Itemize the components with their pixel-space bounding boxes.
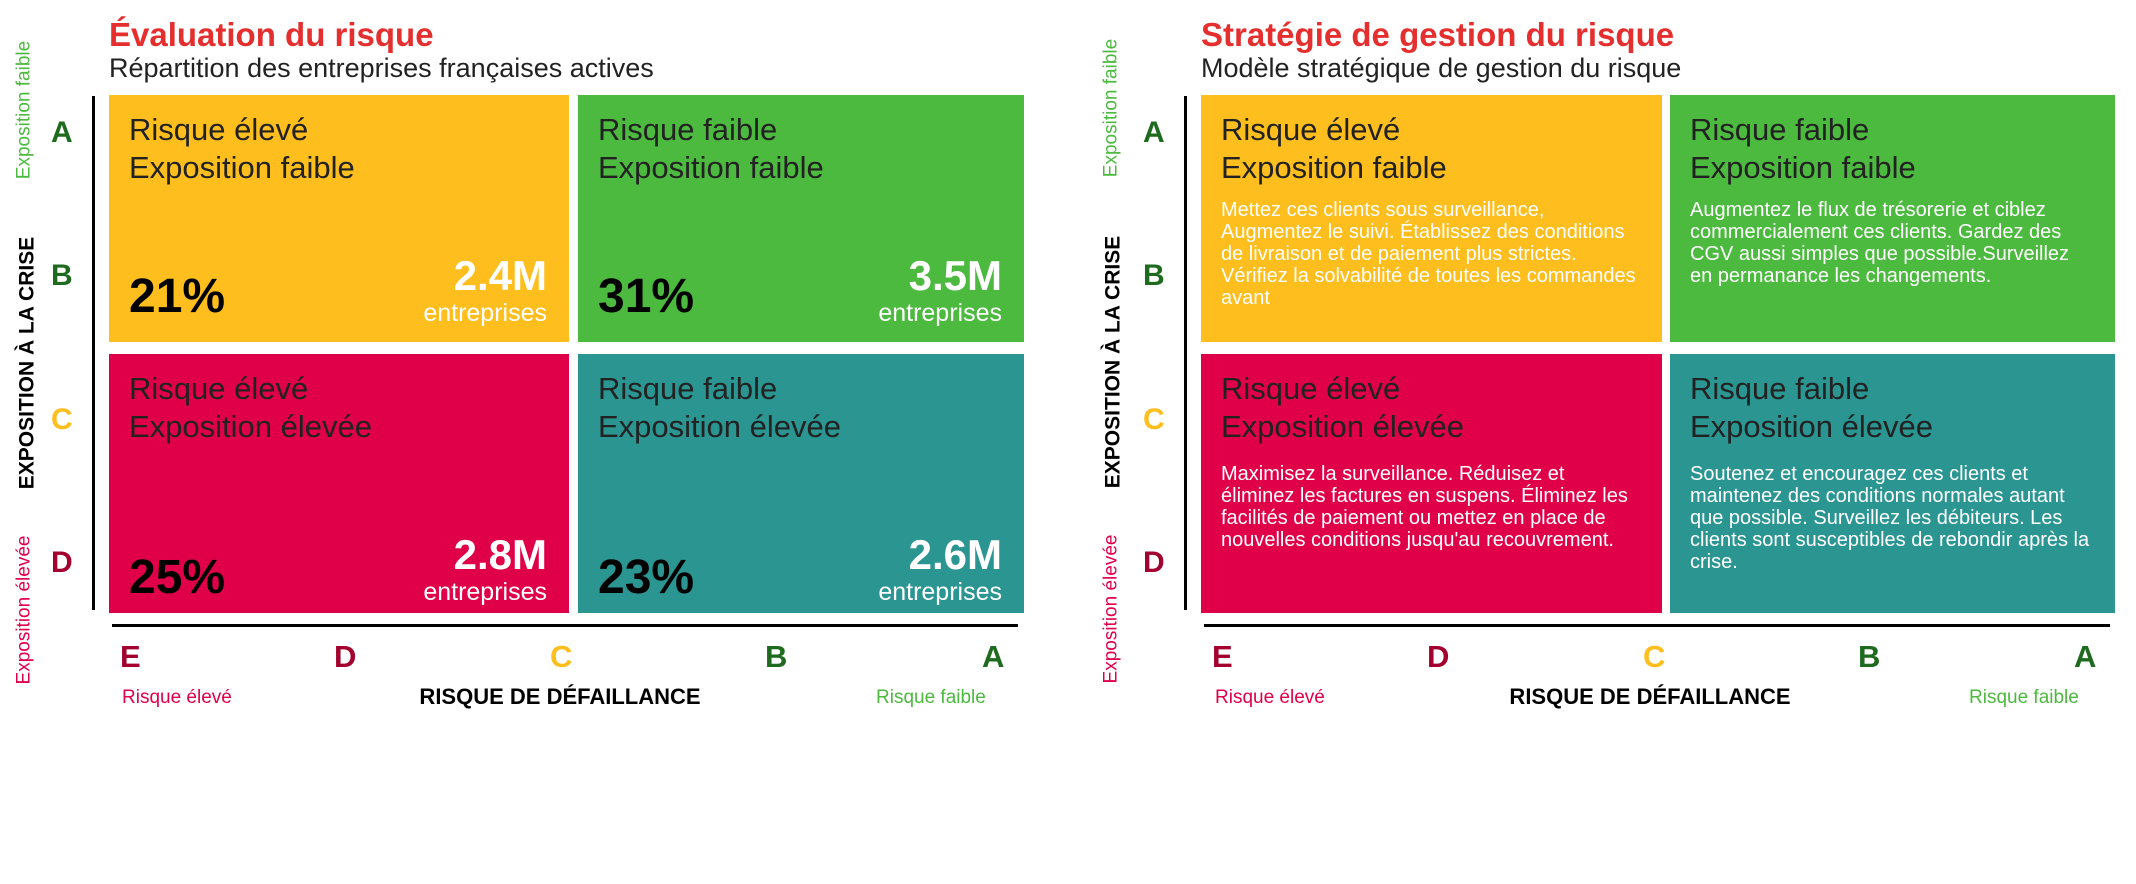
right-column-label-c: C	[1643, 639, 1666, 674]
left-y-axis-title: EXPOSITION À LA CRISE	[15, 236, 39, 490]
quadrant-count: 3.5M entreprises	[878, 255, 1002, 326]
quadrant-title-line1: Risque faible	[598, 112, 778, 147]
right-panel-title: Stratégie de gestion du risque	[1201, 16, 1675, 53]
left-column-label-c: C	[550, 639, 573, 674]
quadrant-title-line1: Risque faible	[1690, 371, 1870, 406]
quadrant-title: Risque faible Exposition faible	[598, 111, 824, 187]
left-y-axis-top-label: Exposition faible	[13, 40, 35, 180]
left-x-axis-line	[112, 624, 1018, 627]
left-quadrant-low-risk-low-exposure: Risque faible Exposition faible 31% 3.5M…	[578, 95, 1024, 342]
quadrant-title-line1: Risque faible	[598, 371, 778, 406]
left-row-label-a: A	[51, 116, 73, 149]
quadrant-title-line1: Risque élevé	[129, 112, 309, 147]
left-row-label-d: D	[51, 546, 73, 579]
left-x-axis-left-label: Risque élevé	[122, 687, 232, 708]
left-y-axis-bottom-label: Exposition élevée	[13, 535, 35, 685]
left-row-label-c: C	[51, 403, 73, 436]
right-column-label-d: D	[1427, 639, 1450, 674]
left-quadrant-high-risk-high-exposure: Risque élevé Exposition élevée 25% 2.8M …	[109, 354, 569, 613]
quadrant-title-line1: Risque élevé	[129, 371, 309, 406]
right-column-label-b: B	[1858, 639, 1881, 674]
right-row-label-b: B	[1143, 259, 1165, 292]
quadrant-description: Maximisez la surveillance. Réduisez et é…	[1221, 463, 1628, 551]
left-column-label-a: A	[982, 639, 1005, 674]
quadrant-title-line1: Risque faible	[1690, 112, 1870, 147]
quadrant-title-line2: Exposition élevée	[129, 409, 372, 444]
quadrant-title: Risque élevé Exposition faible	[129, 111, 355, 187]
quadrant-title-line2: Exposition élevée	[598, 409, 841, 444]
right-y-axis-bottom-label: Exposition élevée	[1100, 534, 1122, 684]
right-column-label-e: E	[1212, 639, 1233, 674]
left-column-label-b: B	[765, 639, 788, 674]
right-x-axis-line	[1204, 624, 2110, 627]
quadrant-title: Risque faible Exposition élevée	[1690, 370, 1933, 446]
right-column-label-a: A	[2074, 639, 2097, 674]
quadrant-percent: 23%	[598, 551, 695, 604]
quadrant-title-line2: Exposition faible	[1221, 150, 1447, 185]
right-quadrant-low-risk-low-exposure: Risque faible Exposition faible Augmente…	[1670, 95, 2115, 342]
quadrant-count: 2.4M entreprises	[423, 255, 547, 326]
quadrant-count-unit: entreprises	[878, 299, 1002, 327]
left-quadrant-high-risk-low-exposure: Risque élevé Exposition faible 21% 2.4M …	[109, 95, 569, 342]
left-panel-title: Évaluation du risque	[109, 16, 434, 53]
right-quadrant-high-risk-high-exposure: Risque élevé Exposition élevée Maximisez…	[1201, 354, 1662, 613]
quadrant-title-line2: Exposition élevée	[1690, 409, 1933, 444]
quadrant-count-number: 2.4M	[453, 252, 547, 299]
quadrant-title-line2: Exposition élevée	[1221, 409, 1464, 444]
right-row-label-d: D	[1143, 546, 1165, 579]
quadrant-title: Risque élevé Exposition élevée	[1221, 370, 1464, 446]
quadrant-title: Risque élevé Exposition élevée	[129, 370, 372, 446]
right-y-axis-top-label: Exposition faible	[1100, 38, 1122, 178]
quadrant-title-line1: Risque élevé	[1221, 112, 1401, 147]
right-quadrant-high-risk-low-exposure: Risque élevé Exposition faible Mettez ce…	[1201, 95, 1662, 342]
right-y-axis-line	[1184, 96, 1187, 610]
left-quadrant-low-risk-high-exposure: Risque faible Exposition élevée 23% 2.6M…	[578, 354, 1024, 613]
quadrant-count-unit: entreprises	[423, 578, 547, 606]
quadrant-description: Mettez ces clients sous surveillance, Au…	[1221, 199, 1636, 309]
quadrant-count-unit: entreprises	[878, 578, 1002, 606]
right-row-label-a: A	[1143, 116, 1165, 149]
quadrant-count-unit: entreprises	[423, 299, 547, 327]
quadrant-description: Soutenez et encouragez ces clients et ma…	[1690, 463, 2090, 573]
quadrant-title: Risque élevé Exposition faible	[1221, 111, 1447, 187]
quadrant-percent: 21%	[129, 270, 226, 323]
left-column-label-e: E	[120, 639, 141, 674]
left-y-axis-line	[92, 96, 95, 610]
quadrant-count-number: 3.5M	[908, 252, 1002, 299]
quadrant-title: Risque faible Exposition faible	[1690, 111, 1916, 187]
right-y-axis-title: EXPOSITION À LA CRISE	[1101, 235, 1125, 489]
right-x-axis-right-label: Risque faible	[1969, 687, 2079, 708]
quadrant-percent: 25%	[129, 551, 226, 604]
quadrant-title-line2: Exposition faible	[598, 150, 824, 185]
left-panel-subtitle: Répartition des entreprises françaises a…	[109, 53, 654, 83]
left-column-label-d: D	[334, 639, 357, 674]
quadrant-title-line2: Exposition faible	[1690, 150, 1916, 185]
right-row-label-c: C	[1143, 403, 1165, 436]
quadrant-title: Risque faible Exposition élevée	[598, 370, 841, 446]
quadrant-count: 2.6M entreprises	[878, 534, 1002, 605]
quadrant-title-line1: Risque élevé	[1221, 371, 1401, 406]
right-x-axis-title: RISQUE DE DÉFAILLANCE	[1509, 684, 1791, 709]
quadrant-percent: 31%	[598, 270, 695, 323]
quadrant-count-number: 2.6M	[908, 531, 1002, 578]
quadrant-description: Augmentez le flux de trésorerie et cible…	[1690, 199, 2070, 287]
quadrant-count-number: 2.8M	[453, 531, 547, 578]
quadrant-title-line2: Exposition faible	[129, 150, 355, 185]
left-x-axis-right-label: Risque faible	[876, 687, 986, 708]
quadrant-count: 2.8M entreprises	[423, 534, 547, 605]
right-quadrant-low-risk-high-exposure: Risque faible Exposition élevée Soutenez…	[1670, 354, 2115, 613]
left-x-axis-title: RISQUE DE DÉFAILLANCE	[419, 684, 701, 709]
right-x-axis-left-label: Risque élevé	[1215, 687, 1325, 708]
right-panel-subtitle: Modèle stratégique de gestion du risque	[1201, 53, 1682, 83]
left-row-label-b: B	[51, 259, 73, 292]
